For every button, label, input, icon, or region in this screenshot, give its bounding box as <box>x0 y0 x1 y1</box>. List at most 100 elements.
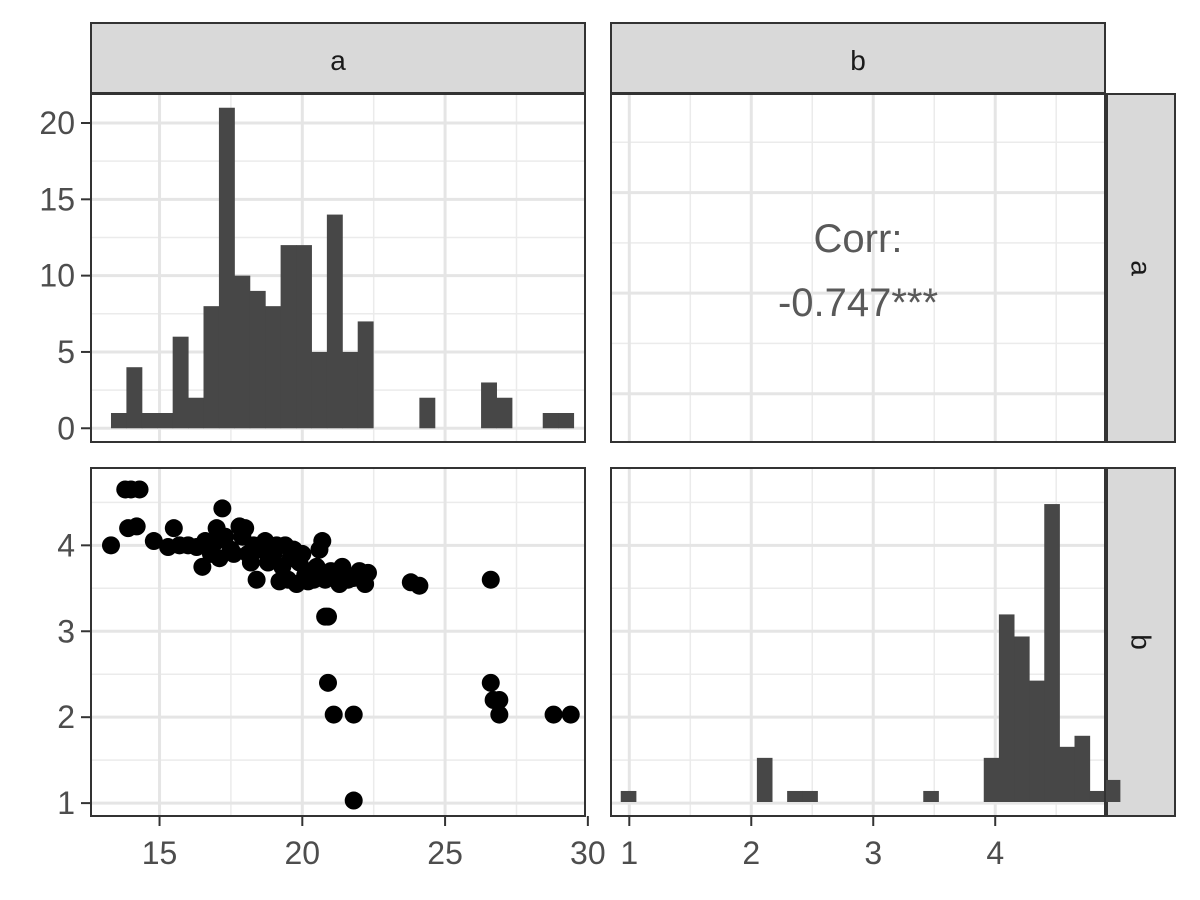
hist-b-bar <box>1104 779 1121 802</box>
hist-a-bar <box>296 245 312 429</box>
scatter-point <box>293 544 312 563</box>
y-count-tick-label: 15 <box>39 181 75 217</box>
panel-border <box>90 467 586 817</box>
scatter-point <box>490 705 509 724</box>
hist-b-bar <box>1074 735 1091 802</box>
panel-corr-a-b <box>610 93 1106 443</box>
scatter-point <box>481 673 500 692</box>
hist-a-bar <box>249 290 266 429</box>
hist-a-bar <box>496 397 513 429</box>
hist-a-bar <box>342 351 359 429</box>
y-axis-count: 0 5 10 15 20 <box>39 105 91 446</box>
scatter-point <box>544 705 563 724</box>
hist-b-bar <box>1029 680 1045 802</box>
scatter-point <box>193 557 212 576</box>
hist-a-bar <box>126 367 143 429</box>
hist-a-bar <box>218 107 235 429</box>
x-a-tick-label: 15 <box>142 835 178 871</box>
panel-hist-a <box>90 93 586 443</box>
x-b-tick-label: 2 <box>742 835 760 871</box>
panel-hist-b <box>610 467 1121 817</box>
scatter-point <box>101 536 120 555</box>
grid-lines <box>91 468 585 816</box>
hist-b-bar <box>1044 504 1060 802</box>
panel-scatter-a-b <box>90 467 586 817</box>
hist-a-bar <box>234 275 251 429</box>
scatter-point <box>319 607 338 626</box>
scatter-point <box>313 532 332 551</box>
hist-a-bar <box>188 397 205 429</box>
hist-a-bar <box>481 382 497 429</box>
row-strip-b-label: b <box>1126 634 1157 650</box>
scatter-point <box>144 532 163 551</box>
row-strip-a: a <box>1106 93 1176 443</box>
y-b-tick-label: 3 <box>57 613 75 649</box>
column-strip-a: a <box>90 22 586 94</box>
panel-border <box>90 93 586 443</box>
scatter-point <box>127 517 146 536</box>
scatter-point <box>164 519 183 538</box>
hist-a-bar <box>542 413 559 429</box>
scatter-point <box>324 705 343 724</box>
scatter-point <box>236 519 255 538</box>
scatter-point <box>490 691 509 709</box>
hist-b-bar <box>1059 746 1076 802</box>
y-b-tick-label: 1 <box>57 785 75 821</box>
x-b-tick-label: 1 <box>620 835 638 871</box>
column-strip-b: b <box>610 22 1106 94</box>
hist-b-bar <box>983 757 1000 802</box>
column-strip-a-label: a <box>330 45 346 76</box>
hist-a-bar <box>357 321 374 429</box>
hist-a-bar <box>265 306 282 429</box>
x-b-tick-label: 3 <box>864 835 882 871</box>
hist-a-bar <box>326 214 343 429</box>
scatter-point <box>358 563 377 582</box>
hist-b-bar <box>620 790 637 802</box>
corr-value: -0.747*** <box>778 281 938 325</box>
scatter-point <box>130 480 149 499</box>
y-count-tick-label: 10 <box>39 258 75 294</box>
scatter-point <box>410 576 429 595</box>
hist-a-bar <box>203 306 220 429</box>
hist-b-bar <box>923 790 939 802</box>
y-count-tick-label: 5 <box>57 334 75 370</box>
scatter-point <box>319 673 338 692</box>
x-a-tick-label: 20 <box>285 835 321 871</box>
grid-lines <box>611 94 1105 442</box>
scatter-point <box>561 705 580 724</box>
hist-a-bar <box>157 413 174 429</box>
scatter-point <box>344 791 363 810</box>
hist-a-bar <box>141 413 158 429</box>
scatter-point <box>224 544 243 563</box>
scatter-point <box>307 557 326 576</box>
hist-b-bar <box>802 790 818 802</box>
hist-b-bar <box>787 790 803 802</box>
x-axis-a: 15 20 25 30 <box>142 816 606 871</box>
hist-a-bar <box>280 245 297 429</box>
scatter-point <box>481 570 500 589</box>
column-strip-b-label: b <box>850 45 866 76</box>
hist-b-bar <box>756 757 773 802</box>
scatter-point <box>344 705 363 724</box>
hist-a-bar <box>172 336 189 429</box>
scatter-point <box>247 570 266 589</box>
hist-b-bar <box>1089 790 1106 802</box>
y-b-tick-label: 2 <box>57 699 75 735</box>
panel-border <box>610 467 1106 817</box>
scatter-point <box>241 553 260 572</box>
y-axis-b: 1 2 3 4 <box>57 527 91 821</box>
hist-a-bar <box>558 413 575 429</box>
y-b-tick-label: 4 <box>57 527 75 563</box>
scatter-point <box>213 499 232 518</box>
y-count-tick-label: 20 <box>39 105 75 141</box>
x-axis-b: 1 2 3 4 <box>620 816 1004 871</box>
row-strip-b: b <box>1106 467 1176 817</box>
y-count-tick-label: 0 <box>57 410 75 446</box>
x-a-tick-label: 25 <box>427 835 463 871</box>
hist-a-bar <box>110 413 127 429</box>
hist-a-bar <box>311 351 328 429</box>
x-a-tick-label: 30 <box>570 835 606 871</box>
row-strip-a-label: a <box>1126 260 1157 276</box>
hist-b-bar <box>1014 636 1030 802</box>
